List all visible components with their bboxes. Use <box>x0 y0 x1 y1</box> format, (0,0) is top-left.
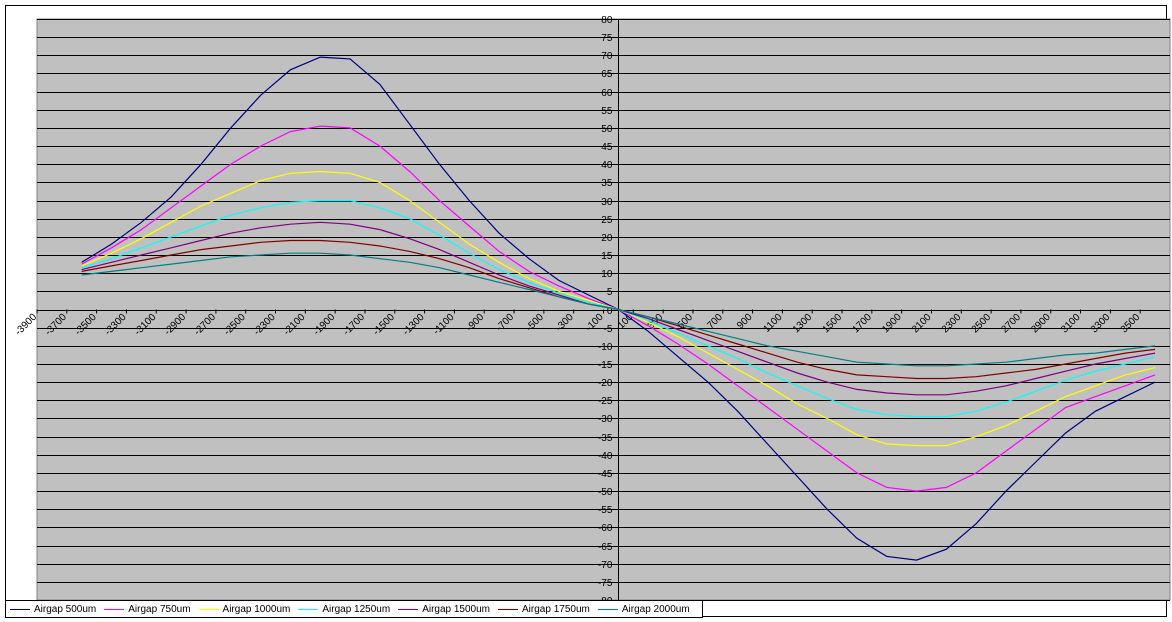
y-tick-label: -40 <box>598 451 613 462</box>
legend-swatch <box>10 608 30 610</box>
legend-item: Airgap 1500um <box>398 604 490 615</box>
legend-label: Airgap 2000um <box>621 603 690 615</box>
y-tick-label: -20 <box>598 378 613 389</box>
legend-swatch <box>104 608 125 610</box>
legend-label: Airgap 500um <box>34 603 97 615</box>
y-tick-label: 40 <box>601 160 613 171</box>
legend-label: Airgap 1500um <box>422 603 491 615</box>
y-tick-label: -15 <box>598 360 613 371</box>
y-tick-label: 25 <box>601 215 613 226</box>
legend: Airgap 500um Airgap 750um Airgap 1000um Air… <box>5 600 703 618</box>
legend-label: Airgap 1000um <box>222 603 291 615</box>
y-tick-label: -65 <box>598 542 613 553</box>
y-tick-label: -70 <box>598 560 613 571</box>
legend-swatch <box>597 608 618 610</box>
y-tick-label: -45 <box>598 469 613 480</box>
x-tick-label: -3900 <box>13 312 39 338</box>
y-tick-label: -60 <box>598 523 613 534</box>
y-tick-label: -25 <box>598 396 613 407</box>
y-tick-label: 70 <box>601 51 613 62</box>
y-tick-label: 20 <box>601 233 613 244</box>
series-line-7 <box>81 252 1156 367</box>
y-tick-label: 75 <box>601 33 613 44</box>
y-tick-label: 55 <box>601 106 613 117</box>
y-tick-label: 45 <box>601 142 613 153</box>
y-tick-label: 30 <box>601 197 613 208</box>
y-tick-label: -50 <box>598 487 613 498</box>
y-tick-label: 15 <box>601 251 613 262</box>
y-tick-label: 60 <box>601 88 613 99</box>
y-tick-label: -55 <box>598 505 613 516</box>
legend-label: Airgap 1250um <box>322 603 391 615</box>
legend-item: Airgap 2000um <box>597 603 690 615</box>
legend-swatch <box>198 608 219 610</box>
legend-label: Airgap 750um <box>128 603 191 615</box>
y-tick-label: 10 <box>601 269 613 280</box>
y-tick-label: -30 <box>598 414 613 425</box>
legend-swatch <box>298 608 319 610</box>
legend-swatch <box>498 608 519 610</box>
y-tick-label: 35 <box>601 178 613 189</box>
y-tick-label: -35 <box>598 433 613 444</box>
legend-item: Airgap 1000um <box>198 603 291 615</box>
y-tick-label: -5 <box>604 324 613 335</box>
y-tick-label: 65 <box>601 69 613 80</box>
y-tick-label: 5 <box>607 287 613 298</box>
legend-item: Airgap 1250um <box>298 604 390 615</box>
legend-label: Airgap 1750um <box>522 603 590 615</box>
y-tick-label: -10 <box>598 342 613 353</box>
y-tick-label: 50 <box>601 124 613 135</box>
legend-item: Airgap 1750um <box>498 604 590 615</box>
y-tick-label: 0 <box>607 306 613 317</box>
y-tick-label: -75 <box>598 578 613 589</box>
legend-item: Airgap 750um <box>104 603 191 615</box>
y-tick-label: 80 <box>601 15 613 26</box>
legend-item: Airgap 500um <box>10 604 96 615</box>
legend-swatch <box>398 608 419 610</box>
